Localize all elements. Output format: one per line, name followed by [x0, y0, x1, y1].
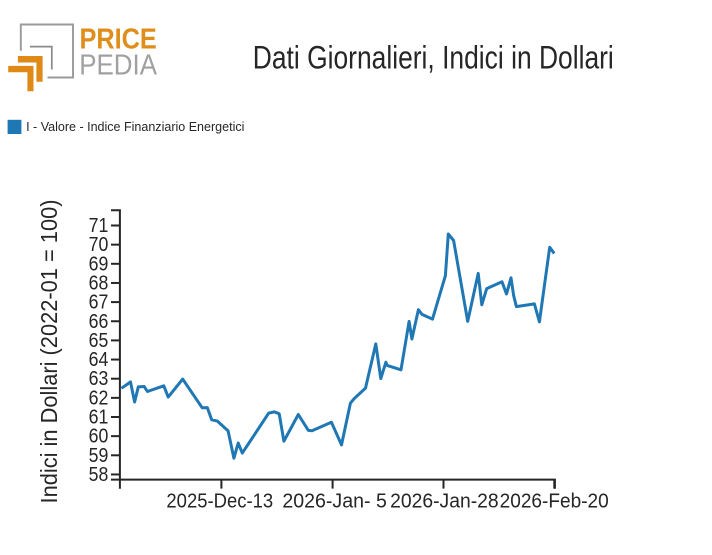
svg-text:2026-Jan- 5: 2026-Jan- 5: [282, 490, 387, 512]
svg-text:70: 70: [89, 234, 109, 256]
svg-text:58: 58: [89, 464, 109, 486]
svg-text:71: 71: [89, 215, 109, 237]
svg-text:2025-Dec-13: 2025-Dec-13: [166, 490, 273, 512]
svg-text:Dati Giornalieri, Indici in Do: Dati Giornalieri, Indici in Dollari: [253, 40, 614, 76]
svg-text:62: 62: [89, 387, 109, 409]
svg-text:68: 68: [89, 272, 109, 294]
svg-text:69: 69: [89, 253, 109, 275]
svg-text:PEDIA: PEDIA: [79, 50, 157, 82]
svg-text:2026-Feb-20: 2026-Feb-20: [500, 490, 609, 512]
svg-text:66: 66: [89, 311, 109, 333]
svg-text:63: 63: [89, 368, 109, 390]
svg-text:I - Valore - Indice Finanziari: I - Valore - Indice Finanziario Energeti…: [26, 119, 244, 134]
svg-text:2026-Jan-28: 2026-Jan-28: [390, 490, 499, 512]
svg-text:61: 61: [89, 407, 109, 429]
svg-text:Indici in Dollari (2022-01 = 1: Indici in Dollari (2022-01 = 100): [36, 200, 62, 504]
svg-text:64: 64: [89, 349, 109, 371]
svg-text:67: 67: [89, 292, 109, 314]
svg-text:59: 59: [89, 445, 109, 467]
svg-text:60: 60: [89, 426, 109, 448]
svg-text:65: 65: [89, 330, 109, 352]
svg-text:PRICE: PRICE: [80, 23, 157, 55]
